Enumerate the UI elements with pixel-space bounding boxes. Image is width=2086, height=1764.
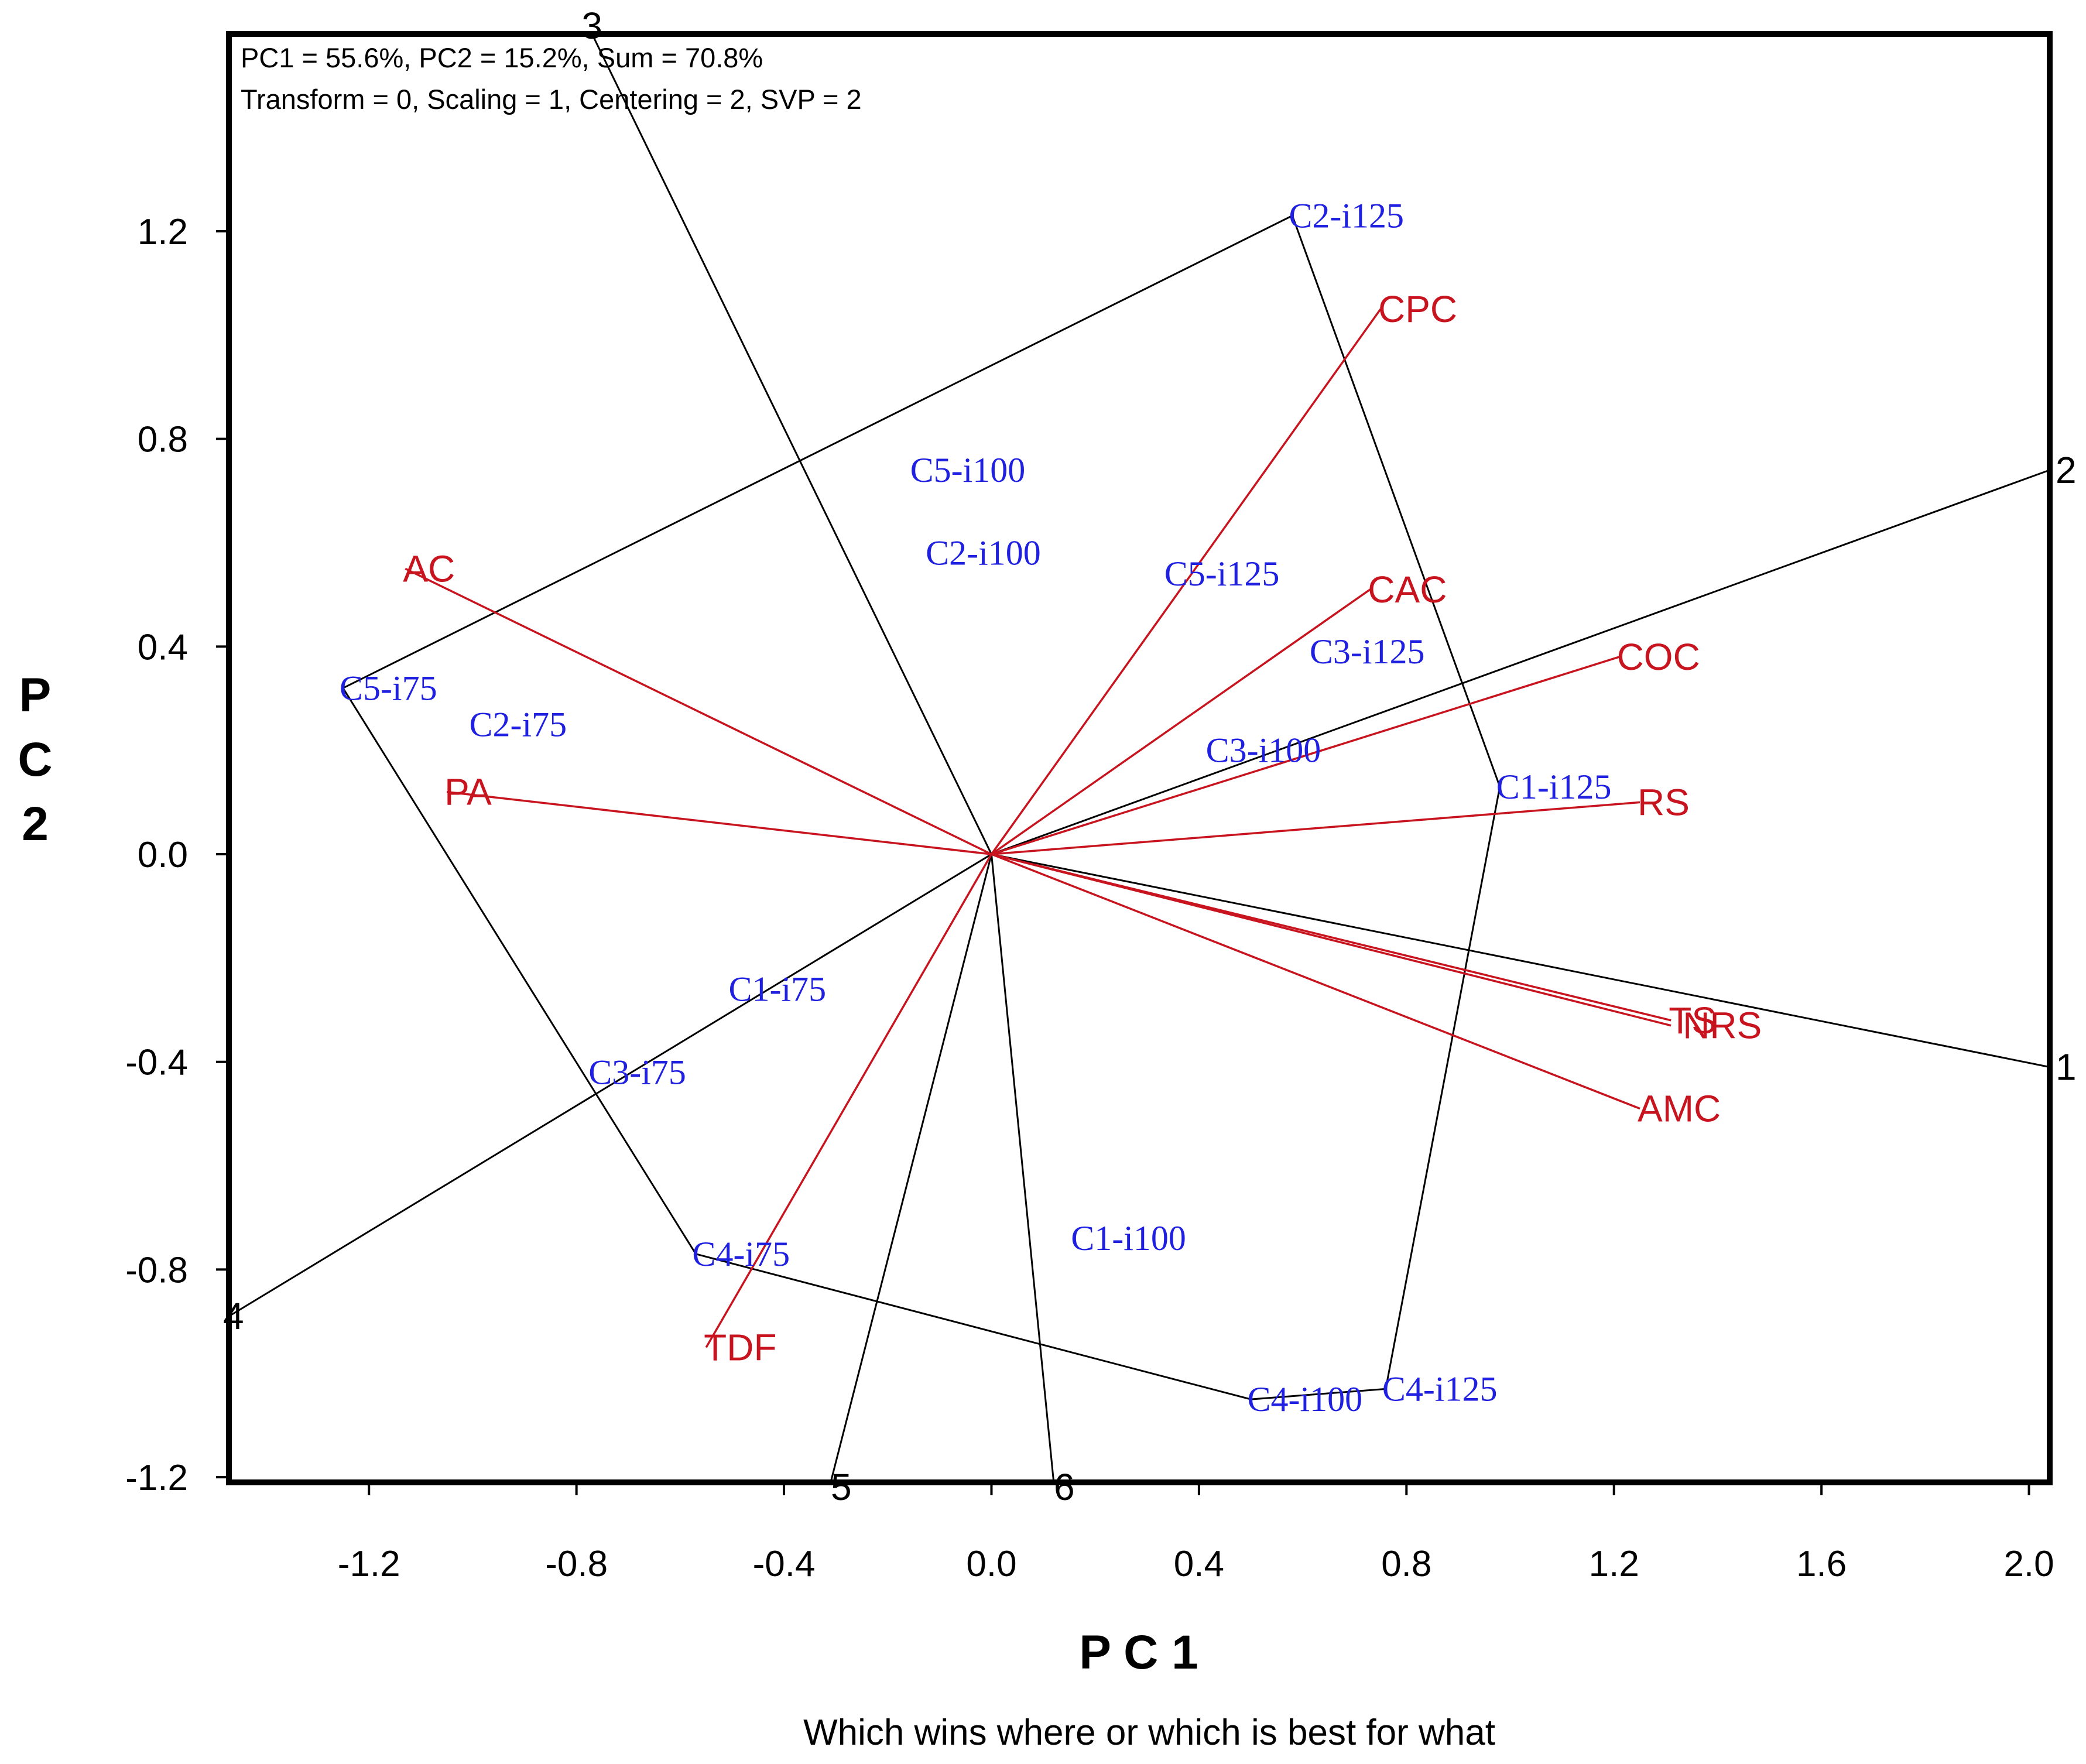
sector-ray-1 [991, 853, 2050, 1068]
trait-vector-rs [991, 801, 1640, 855]
trait-vector-ac [405, 567, 992, 855]
genotype-label-c4-i100: C4-i100 [1247, 1380, 1362, 1419]
genotype-label-c5-i75: C5-i75 [340, 669, 437, 707]
convex-hull-polygon [341, 214, 1501, 1400]
x-tick-label: -0.4 [753, 1544, 816, 1584]
sector-rays [228, 33, 2050, 1483]
genotype-label-c3-i100: C3-i100 [1206, 731, 1321, 770]
trait-vector-pa [446, 790, 992, 855]
y-tick-label: -0.8 [125, 1250, 188, 1290]
trait-vector-coc [991, 656, 1620, 855]
y-axis-title-letter-3: 2 [22, 797, 49, 851]
genotype-label-c2-i75: C2-i75 [469, 705, 567, 744]
which-won-where-polygon [341, 214, 1501, 1400]
y-tick-label: 0.4 [138, 627, 188, 667]
trait-label-amc: AMC [1638, 1088, 1721, 1130]
trait-label-coc: COC [1617, 636, 1700, 678]
sector-ray-6 [990, 854, 1055, 1483]
trait-vector-cac [991, 588, 1371, 855]
x-tick-label: 1.6 [1796, 1544, 1847, 1584]
genotype-labels: C2-i125 C5-i100 C2-i100 C5-i125 C3-i125 C5-i7… [340, 196, 1612, 1419]
x-axis: -1.2 -0.8 -0.4 0.0 0.4 0.8 1.2 1.6 2.0 [338, 1482, 2054, 1584]
sector-ray-label-3: 3 [581, 5, 602, 47]
trait-vectors [405, 308, 1671, 1348]
settings-info: Transform = 0, Scaling = 1, Centering = … [241, 84, 862, 115]
trait-vector-amc [991, 853, 1640, 1110]
y-tick-label: -1.2 [125, 1458, 188, 1498]
genotype-label-c3-i125: C3-i125 [1310, 632, 1425, 671]
sector-ray-5 [830, 854, 992, 1483]
genotype-label-c5-i100: C5-i100 [910, 451, 1026, 489]
sector-ray-2 [991, 469, 2050, 855]
trait-label-nrs: NRS [1683, 1005, 1762, 1047]
genotype-label-c5-i125: C5-i125 [1164, 554, 1280, 593]
x-tick-label: 0.8 [1381, 1544, 1431, 1584]
x-tick-label: 0.0 [966, 1544, 1016, 1584]
variance-info: PC1 = 55.6%, PC2 = 15.2%, Sum = 70.8% [241, 42, 763, 73]
sector-ray-3 [591, 33, 992, 855]
trait-label-ac: AC [403, 547, 455, 590]
genotype-label-c1-i125: C1-i125 [1496, 768, 1612, 806]
genotype-label-c4-i75: C4-i75 [692, 1235, 790, 1273]
sector-ray-label-5: 5 [831, 1466, 852, 1508]
sector-ray-label-4: 4 [223, 1295, 244, 1337]
x-tick-label: -0.8 [545, 1544, 608, 1584]
genotype-label-c1-i100: C1-i100 [1071, 1219, 1186, 1258]
genotype-label-c3-i75: C3-i75 [588, 1053, 686, 1091]
sector-ray-label-6: 6 [1054, 1466, 1075, 1508]
plot-frame [226, 31, 2053, 1485]
genotype-label-c4-i125: C4-i125 [1382, 1369, 1498, 1408]
trait-label-tdf: TDF [704, 1326, 776, 1368]
sector-ray-labels: 1 2 3 4 5 6 [223, 5, 2077, 1508]
sector-ray-label-2: 2 [2056, 449, 2077, 491]
x-tick-label: 2.0 [2003, 1544, 2054, 1584]
trait-label-ts: TS [1669, 999, 1717, 1042]
x-tick-label: 1.2 [1589, 1544, 1639, 1584]
trait-vector-nrs [991, 853, 1671, 1027]
x-axis-title: P C 1 [1079, 1626, 1198, 1679]
trait-vector-cpc [991, 308, 1382, 855]
trait-label-pa: PA [444, 771, 492, 813]
y-tick-label: 0.0 [138, 835, 188, 875]
y-axis-title-letter-1: P [19, 669, 52, 722]
genotype-label-c1-i75: C1-i75 [728, 970, 826, 1009]
trait-label-cpc: CPC [1378, 288, 1457, 330]
sector-ray-label-1: 1 [2056, 1046, 2077, 1088]
sector-ray-4 [228, 853, 992, 1317]
trait-vector-tdf [705, 854, 992, 1348]
x-tick-label: 0.4 [1174, 1544, 1224, 1584]
figure-caption: Which wins where or which is best for wh… [803, 1712, 1495, 1753]
x-tick-label: -1.2 [338, 1544, 400, 1584]
y-axis-title-letter-2: C [18, 733, 52, 786]
y-tick-label: 0.8 [138, 420, 188, 460]
trait-label-cac: CAC [1368, 568, 1447, 611]
y-tick-label: -0.4 [125, 1043, 188, 1083]
y-axis: 1.2 0.8 0.4 0.0 -0.4 -0.8 -1.2 [125, 212, 229, 1498]
genotype-label-c2-i125: C2-i125 [1289, 196, 1404, 235]
trait-label-rs: RS [1638, 781, 1690, 823]
genotype-label-c2-i100: C2-i100 [926, 534, 1041, 573]
y-tick-label: 1.2 [138, 212, 188, 252]
